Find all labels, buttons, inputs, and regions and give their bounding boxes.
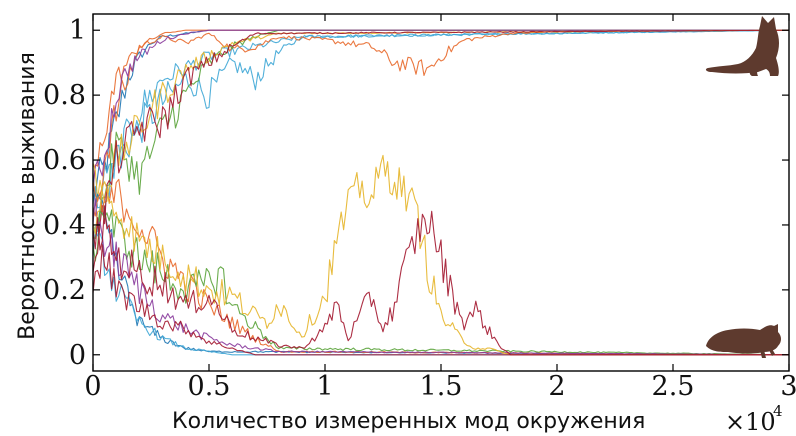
survival-trajectory-line (92, 29, 789, 204)
survival-trajectory-line (92, 154, 789, 356)
x-axis-multiplier: ×10 (725, 408, 776, 436)
survival-trajectory-line (92, 209, 790, 356)
survival-trajectory-line (92, 29, 789, 196)
cat-alive-icon (705, 16, 779, 76)
survival-trajectory-line (92, 29, 789, 189)
x-tick-label: 1.5 (420, 371, 463, 402)
survival-trajectory-line (92, 29, 789, 273)
survival-trajectory-line (92, 178, 789, 356)
x-tick-label: 3 (780, 371, 796, 402)
y-tick-label: 0.6 (43, 145, 86, 176)
survival-trajectory-line (92, 29, 790, 209)
x-tick-label: 2.5 (652, 371, 695, 402)
x-axis-multiplier-exponent: 4 (773, 402, 783, 420)
y-axis-label: Вероятность выживания (15, 52, 40, 340)
x-tick-label: 0 (84, 371, 101, 402)
ticks-layer: 0 0.5 1 1.5 2 2.5 3 0 0.2 0.4 0.6 0.8 1 Количество из… (15, 14, 796, 436)
survival-trajectory-line (92, 29, 789, 217)
y-tick-label: 0.4 (43, 210, 86, 241)
y-tick-label: 0.8 (43, 80, 86, 111)
y-tick-label: 0 (69, 340, 86, 371)
cat-dead-icon (706, 324, 781, 358)
y-tick-label: 1 (69, 15, 86, 46)
x-axis-label: Количество измеренных мод окружения (172, 409, 645, 434)
series-layer (92, 29, 790, 356)
survival-trajectory-line (92, 244, 789, 356)
survival-trajectory-line (92, 29, 790, 256)
survival-trajectory-line (92, 173, 789, 356)
survival-trajectory-line (92, 198, 789, 356)
x-tick-label: 1 (316, 371, 333, 402)
y-tick-label: 0.2 (43, 275, 86, 306)
survival-trajectory-line (92, 29, 789, 192)
x-tick-label: 2 (548, 371, 565, 402)
x-tick-label: 0.5 (188, 371, 231, 402)
